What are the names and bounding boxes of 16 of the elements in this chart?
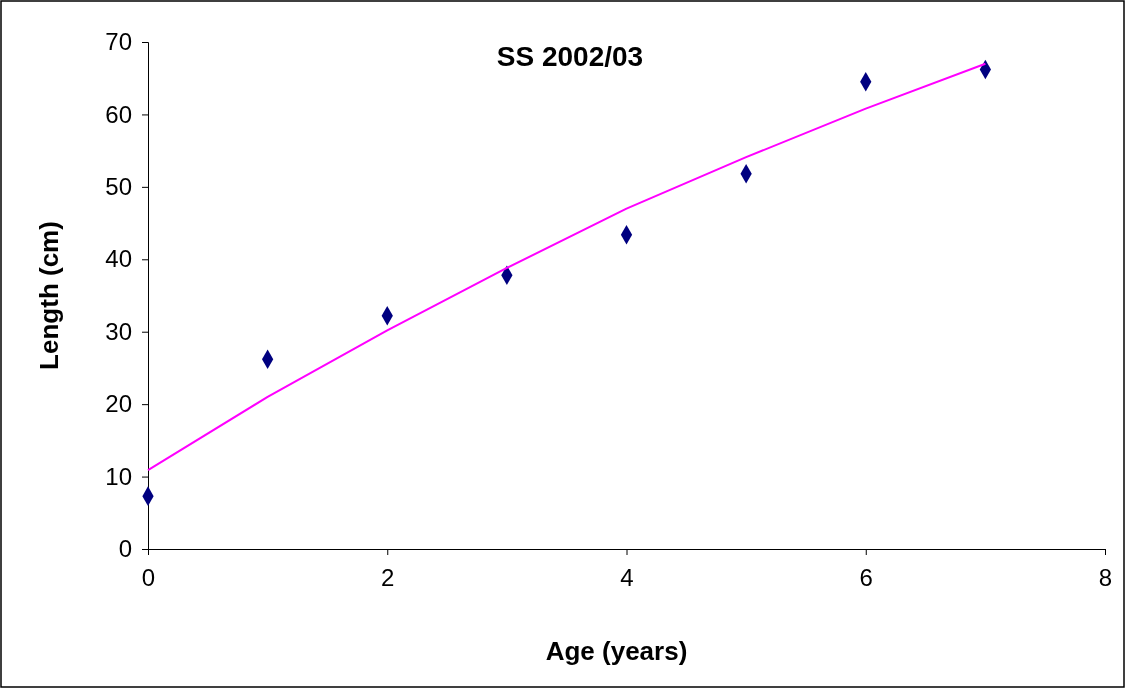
y-tick-label: 40 — [105, 245, 132, 273]
y-tick-label: 20 — [105, 390, 132, 418]
y-tick-label: 50 — [105, 173, 132, 201]
x-tick-label: 6 — [859, 564, 873, 592]
y-tick-label: 60 — [105, 100, 132, 128]
y-axis-title: Length (cm) — [34, 221, 64, 370]
x-tick-label: 8 — [1098, 564, 1113, 592]
x-tick-label: 4 — [620, 564, 634, 592]
x-tick-label: 0 — [141, 564, 156, 592]
x-axis-title: Age (years) — [545, 636, 688, 666]
y-tick-label: 70 — [105, 28, 132, 56]
y-tick-label: 30 — [105, 317, 132, 345]
y-tick-label: 10 — [105, 462, 132, 490]
chart-title: SS 2002/03 — [496, 41, 644, 72]
x-tick-label: 2 — [381, 564, 395, 592]
y-tick-label: 0 — [118, 535, 132, 563]
